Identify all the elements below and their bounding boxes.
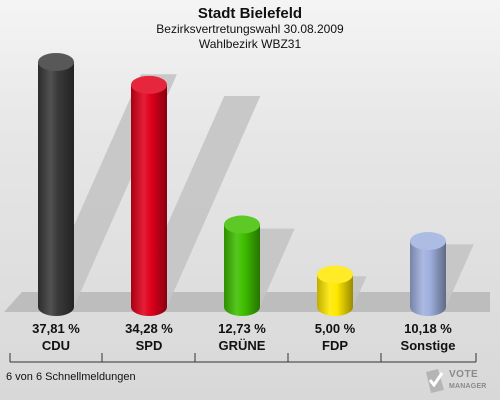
chart-subtitle: Bezirksvertretungswahl 30.08.2009: [156, 22, 344, 36]
ballot-check-icon: [426, 369, 444, 393]
category-label: FDP: [322, 338, 348, 353]
value-label: 12,73 %: [218, 321, 266, 336]
bar-top-spd: [131, 75, 167, 94]
value-label: 10,18 %: [404, 321, 452, 336]
bar-sonstige: [410, 241, 446, 316]
bar-grüne: [224, 224, 260, 316]
category-label: SPD: [136, 338, 163, 353]
report-count-note: 6 von 6 Schnellmeldungen: [6, 371, 136, 383]
value-label: 34,28 %: [125, 321, 173, 336]
bar-top-fdp: [317, 265, 353, 284]
bar-top-cdu: [38, 53, 74, 71]
bar-spd: [131, 84, 167, 316]
bar-cdu: [38, 62, 74, 316]
vote-manager-logo: VOTE MANAGER: [423, 368, 495, 396]
chart-title: Stadt Bielefeld: [197, 5, 303, 22]
brand-name: VOTE: [449, 369, 479, 380]
bar-top-grüne: [224, 215, 260, 234]
category-label: GRÜNE: [219, 338, 266, 353]
district-label: Wahlbezirk WBZ31: [198, 37, 302, 51]
chart-header: Stadt Bielefeld Bezirksvertretungswahl 3…: [0, 0, 500, 52]
category-label: Sonstige: [401, 338, 456, 353]
value-label: 37,81 %: [32, 321, 80, 336]
category-label: CDU: [42, 338, 70, 353]
bar-top-sonstige: [410, 232, 446, 251]
value-label: 5,00 %: [315, 321, 356, 336]
bar-fdp: [317, 274, 353, 316]
brand-subname: MANAGER: [449, 383, 487, 390]
